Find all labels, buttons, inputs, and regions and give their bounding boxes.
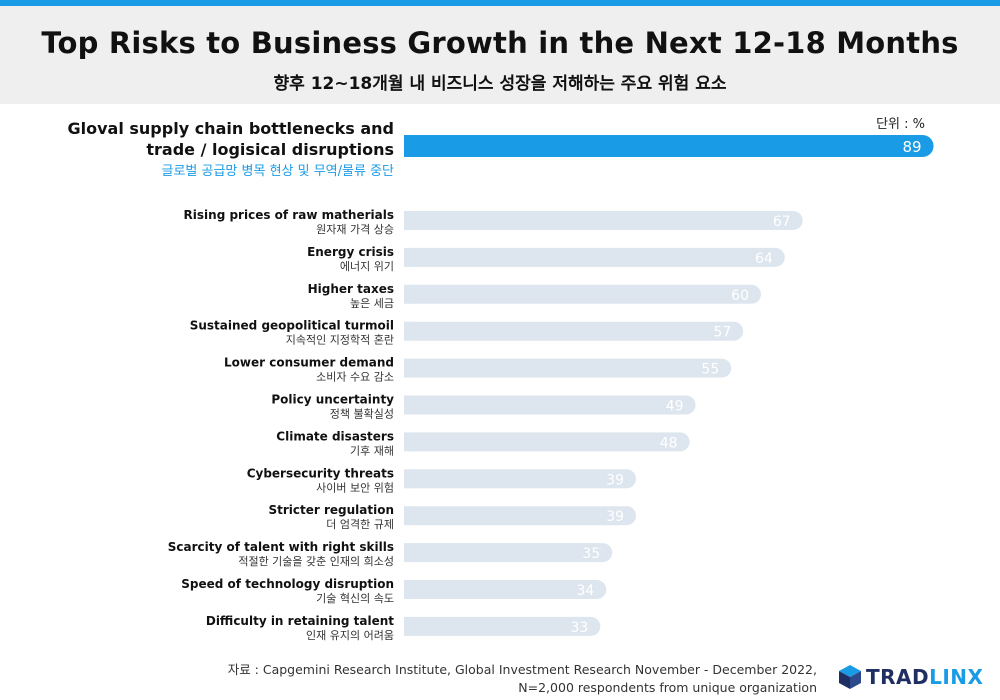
category-label-ko: 적절한 기술을 갖춘 인재의 희소성: [238, 555, 394, 568]
category-label-ko: 글로벌 공급망 병목 현상 및 무역/물류 중단: [162, 164, 395, 179]
data-label: 33: [571, 620, 589, 636]
category-label-ko: 인재 유지의 어려움: [306, 629, 394, 642]
category-label-ko: 더 엄격한 규제: [326, 518, 394, 531]
bar-chart: 89 Gloval supply chain bottlenecks and tra…: [68, 119, 934, 642]
bar-left-square: [404, 543, 414, 563]
bar: [404, 543, 613, 563]
category-label-en: Cybersecurity threats: [247, 466, 394, 480]
bar-left-square: [404, 284, 414, 304]
bar-left-square: [404, 321, 414, 341]
bar: [404, 284, 761, 304]
data-label: 49: [666, 399, 684, 415]
bar: [404, 211, 803, 230]
data-label: 57: [713, 325, 731, 341]
category-label-en: Energy crisis: [307, 245, 394, 259]
bar-left-square: [404, 469, 414, 489]
category-label-en: Climate disasters: [276, 429, 394, 443]
cube-logo-icon: [839, 665, 861, 689]
category-label-en: Speed of technology disruption: [181, 577, 394, 591]
category-label-en: Rising prices of raw matherials: [184, 208, 394, 222]
category-label-en: Stricter regulation: [268, 503, 394, 517]
bar-left-square: [404, 358, 414, 378]
bar-left-square: [404, 506, 414, 526]
data-label: 39: [606, 472, 624, 488]
bar-left-square: [404, 432, 414, 452]
source-note: 자료 : Capgemini Research Institute, Globa…: [228, 661, 817, 697]
top-accent-bar: [0, 0, 1000, 6]
bar-left-square: [404, 395, 414, 415]
category-label-ko: 정책 불확실성: [330, 408, 394, 421]
category-label-ko: 소비자 수요 감소: [316, 371, 394, 384]
bar-highlight: [404, 135, 934, 157]
category-label-ko: 에너지 위기: [340, 260, 394, 273]
data-label: 60: [731, 288, 749, 304]
bar-highlight-left-square: [404, 135, 416, 157]
category-label-en: Gloval supply chain bottlenecks and: [68, 119, 395, 138]
data-label: 48: [660, 435, 678, 451]
tradlinx-logo: TRADLINX: [838, 664, 988, 690]
logo-text: TRADLINX: [866, 665, 983, 689]
logo-text-accent: LINX: [929, 665, 984, 689]
data-label: 35: [582, 546, 600, 562]
bar: [404, 321, 744, 341]
data-label: 39: [606, 509, 624, 525]
bar: [404, 432, 690, 452]
unit-label: 단위 : %: [876, 117, 925, 132]
category-label-ko: 기술 혁신의 속도: [316, 592, 394, 605]
bar-left-square: [404, 580, 414, 599]
data-label: 67: [773, 214, 791, 230]
category-label-ko: 높은 세금: [350, 297, 394, 310]
chart-title: Top Risks to Business Growth in the Next…: [41, 26, 959, 60]
bar: [404, 395, 696, 415]
data-label: 34: [576, 583, 594, 599]
header-band: Top Risks to Business Growth in the Next…: [0, 6, 1000, 104]
category-label-en: trade / logisical disruptions: [146, 140, 394, 159]
bar: [404, 506, 637, 526]
bar: [404, 616, 601, 636]
bar-left-square: [404, 247, 414, 267]
bar: [404, 580, 607, 599]
category-label-ko: 기후 재해: [350, 443, 394, 457]
data-label: 89: [902, 138, 921, 156]
bar-left-square: [404, 616, 414, 636]
chart-subtitle: 향후 12~18개월 내 비즈니스 성장을 저해하는 주요 위험 요소: [273, 74, 727, 94]
bar: [404, 469, 637, 489]
data-label: 55: [701, 362, 719, 378]
category-label-ko: 원자재 가격 상승: [316, 223, 394, 236]
category-label-ko: 지속적인 지정학적 혼란: [286, 334, 394, 347]
bar-left-square: [404, 211, 414, 230]
category-label-en: Scarcity of talent with right skills: [168, 540, 394, 554]
bar: [404, 247, 785, 267]
category-label-en: Policy uncertainty: [271, 393, 394, 407]
data-label: 64: [755, 251, 773, 267]
category-label-en: Difficulty in retaining talent: [206, 614, 394, 628]
bar: [404, 358, 732, 378]
category-label-en: Sustained geopolitical turmoil: [190, 319, 394, 333]
category-label-en: Higher taxes: [308, 282, 394, 296]
category-label-ko: 사이버 보안 위험: [316, 481, 394, 494]
category-label-en: Lower consumer demand: [224, 356, 394, 370]
source-line-2: N=2,000 respondents from unique organiza…: [518, 680, 817, 695]
logo-text-main: TRAD: [866, 665, 930, 689]
source-line-1: 자료 : Capgemini Research Institute, Globa…: [227, 662, 817, 677]
